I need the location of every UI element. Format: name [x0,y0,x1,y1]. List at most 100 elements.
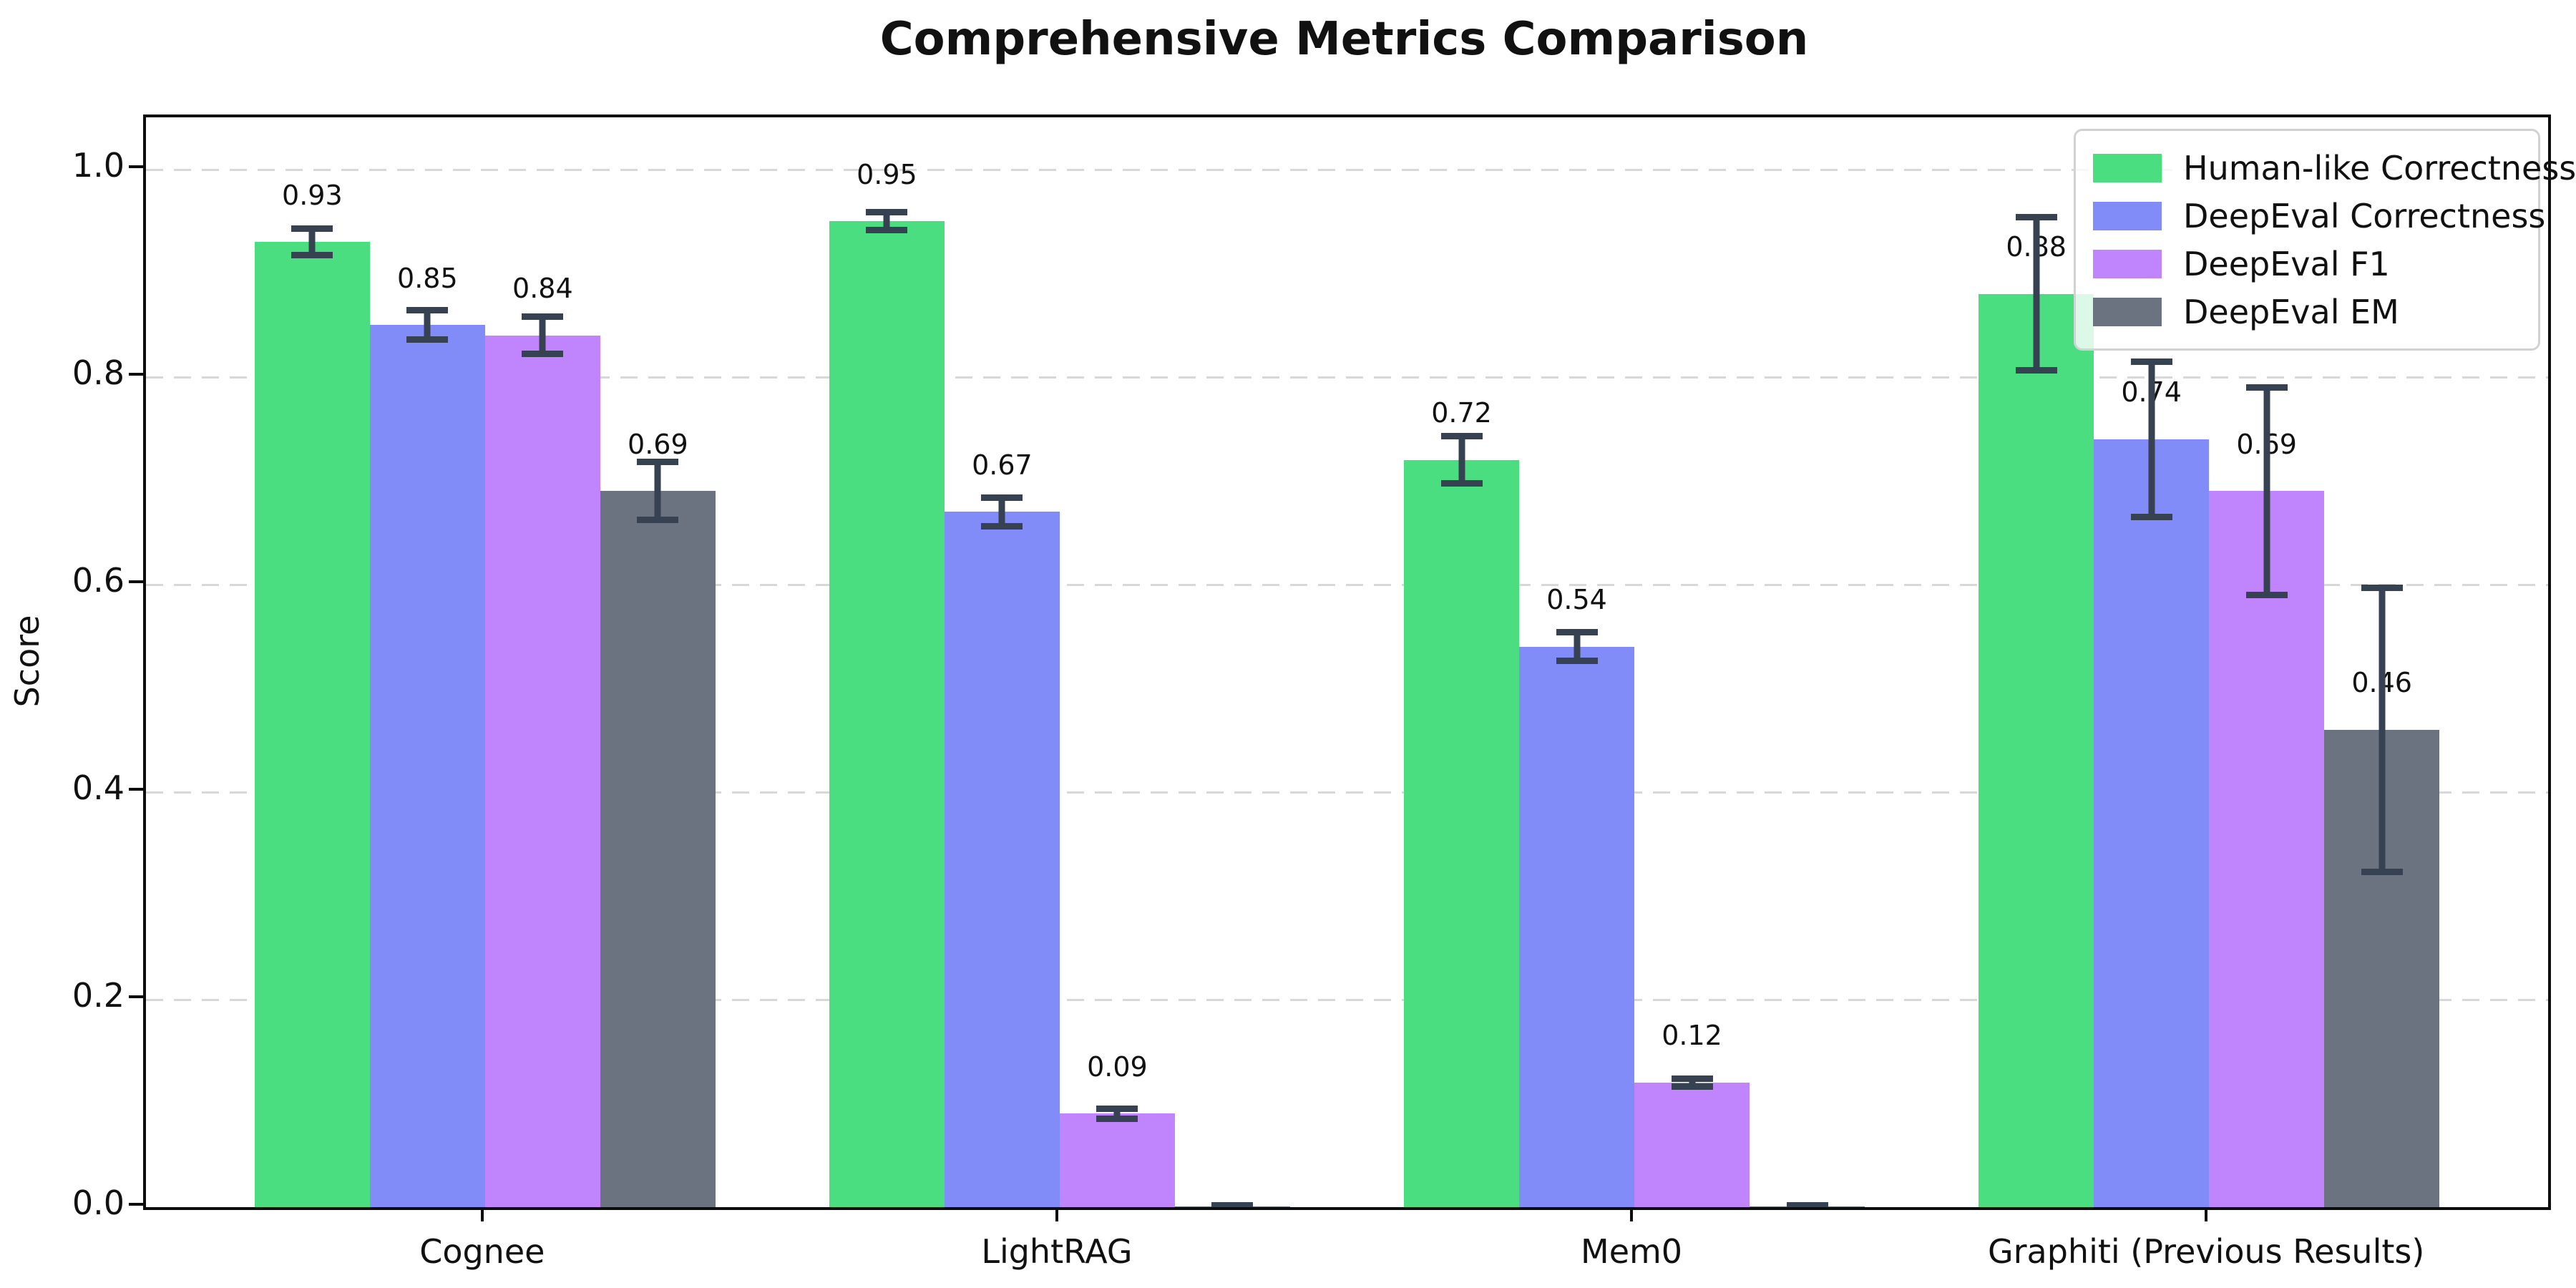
bar [600,491,716,1207]
value-label: 0.95 [857,158,917,190]
error-bar-cap-top [866,208,908,215]
error-bar-cap-bottom [2015,367,2057,374]
legend-item: DeepEval Correctness [2093,192,2545,240]
chart-title: Comprehensive Metrics Comparison [879,13,1809,66]
legend-swatch [2093,201,2162,230]
bar [944,512,1060,1207]
y-axis-tick [129,580,143,583]
error-bar-stem [1689,1075,1696,1091]
bar [369,325,485,1207]
error-bar-stem [2263,384,2270,598]
error-bar-cap-top [1556,629,1598,636]
gridline [146,376,2548,379]
bar [2094,439,2210,1207]
error-bar-cap-bottom [637,517,679,524]
x-axis-tick [1055,1207,1058,1221]
bar [1059,1113,1175,1207]
value-label: 0.12 [1662,1020,1722,1052]
error-bar [2361,584,2403,875]
error-bar [866,208,908,234]
x-tick-label: Graphiti (Previous Results) [1987,1232,2425,1271]
error-bar [406,307,449,343]
error-bar-cap-bottom [981,522,1023,530]
error-bar-cap-top [637,459,679,466]
value-label: 0.84 [512,273,573,305]
error-bar [2245,384,2288,598]
bar [1404,459,1520,1207]
bar [254,242,370,1207]
y-axis-label: Score [8,615,47,708]
error-bar [1096,1105,1138,1123]
error-bar-stem [2148,358,2155,520]
y-axis-tick [129,372,143,376]
value-label: 0.69 [628,428,688,460]
error-bar-stem [2379,584,2386,875]
error-bar-cap-bottom [2130,513,2172,520]
error-bar-stem [1574,629,1581,665]
legend-item: DeepEval F1 [2093,240,2521,288]
value-label: 0.09 [1087,1050,1148,1083]
error-bar [2015,213,2057,374]
error-bar [1556,629,1598,665]
bar [2209,491,2325,1207]
legend-item: DeepEval EM [2093,288,2521,336]
gridline [146,583,2548,586]
x-axis-tick [2205,1207,2208,1221]
legend-label: DeepEval F1 [2183,244,2390,283]
bar [1519,646,1635,1207]
error-bar [522,313,564,358]
error-bar-cap-bottom [2361,868,2403,875]
error-bar-cap-top [2361,584,2403,591]
gridline [146,791,2548,794]
error-bar [1211,1201,1254,1207]
x-axis-tick [1630,1207,1634,1221]
error-bar-cap-top [1440,432,1483,439]
gridline [146,168,2548,171]
y-tick-label: 0.6 [72,560,125,600]
bar [484,335,600,1207]
error-bar [1440,432,1483,487]
error-bar [1671,1075,1713,1091]
legend-swatch [2093,153,2162,182]
error-bar [637,459,679,524]
error-bar-stem [539,313,546,358]
y-axis-tick [129,995,143,998]
error-bar [1786,1201,1828,1207]
error-bar-cap-top [2015,213,2057,220]
legend-label: DeepEval EM [2183,292,2399,331]
error-bar-cap-bottom [1440,480,1483,487]
error-bar-stem [998,494,1005,530]
error-bar-cap-bottom [291,252,333,259]
legend-swatch [2093,297,2162,326]
legend-label: Human-like Correctness [2183,148,2576,187]
x-tick-label: Mem0 [1581,1232,1683,1271]
error-bar-cap-bottom [1671,1083,1713,1091]
value-label: 0.54 [1546,584,1607,616]
error-bar-cap-top [2130,358,2172,365]
bar [1979,293,2094,1207]
error-bar-cap-top [981,494,1023,501]
y-axis-tick [129,787,143,791]
legend-item: Human-like Correctness [2093,144,2576,192]
error-bar-cap-top [1671,1075,1713,1082]
error-bar-cap-bottom [522,351,564,358]
error-bar-stem [2033,213,2040,374]
error-bar-cap-bottom [1211,1204,1254,1207]
error-bar-cap-bottom [866,227,908,234]
error-bar-stem [1113,1105,1121,1123]
gridline [146,998,2548,1001]
error-bar-cap-top [406,307,449,314]
x-tick-label: Cognee [419,1232,545,1271]
value-label: 0.85 [397,262,458,294]
error-bar-cap-top [1096,1105,1138,1112]
error-bar-stem [654,459,661,524]
y-tick-label: 0.4 [72,768,125,807]
error-bar [2130,358,2172,520]
bar [829,221,945,1207]
y-tick-label: 0.8 [72,353,125,392]
error-bar-cap-bottom [1556,658,1598,665]
error-bar-stem [424,307,431,343]
legend-label: DeepEval Correctness [2183,196,2546,235]
error-bar-cap-top [291,225,333,232]
